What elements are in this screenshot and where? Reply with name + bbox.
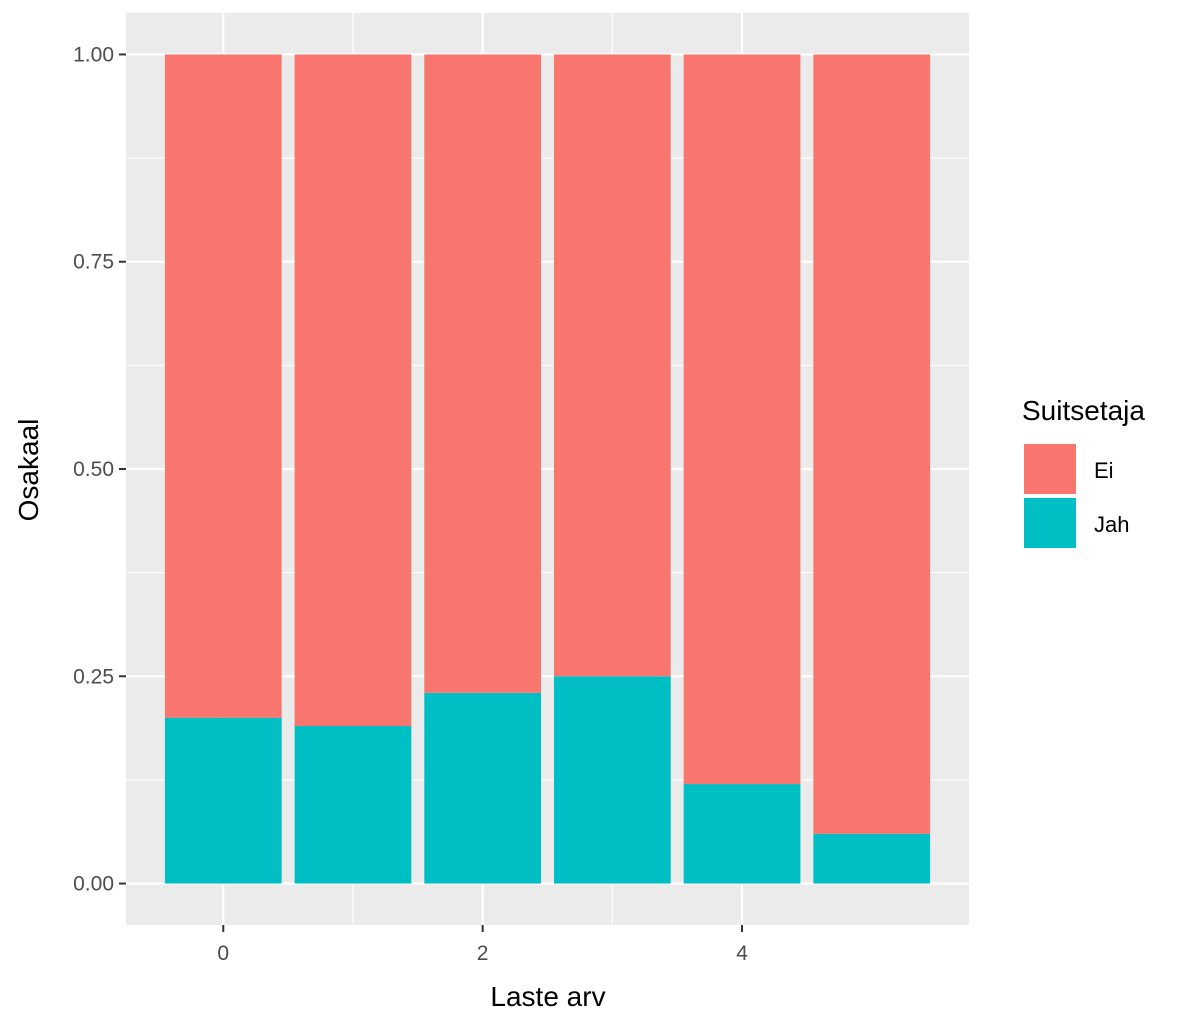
x-axis-title: Laste arv: [490, 981, 605, 1012]
y-tick-label: 0.50: [73, 458, 114, 481]
y-tick-label: 0.00: [73, 873, 114, 896]
x-tick-label: 4: [736, 942, 748, 965]
bar-ei-1: [294, 54, 412, 727]
bar-jah-2: [424, 692, 542, 884]
bar-ei-2: [424, 54, 542, 693]
bar-jah-5: [813, 833, 931, 884]
bar-ei-4: [683, 54, 801, 785]
x-tick-label: 0: [217, 942, 229, 965]
x-tick-label: 2: [477, 942, 489, 965]
y-tick-label: 0.75: [73, 251, 114, 274]
bars: [164, 54, 931, 884]
legend-label-jah: Jah: [1094, 512, 1129, 537]
legend-key-ei: [1024, 444, 1076, 494]
legend-label-ei: Ei: [1094, 458, 1114, 483]
bar-ei-5: [813, 54, 931, 834]
y-tick-label: 1.00: [73, 43, 114, 66]
bar-jah-1: [294, 726, 412, 884]
legend-entries: Ei Jah: [1024, 444, 1129, 548]
bar-ei-3: [553, 54, 671, 677]
legend: Suitsetaja Ei Jah: [1022, 395, 1145, 548]
bar-jah-0: [164, 717, 282, 884]
axes: 0.00 0.25 0.50 0.75 1.00 0 2 4: [73, 43, 748, 965]
y-tick-label: 0.25: [73, 665, 114, 688]
bar-jah-4: [683, 784, 801, 884]
bar-jah-3: [553, 676, 671, 884]
bar-ei-0: [164, 54, 282, 718]
legend-key-jah: [1024, 498, 1076, 548]
legend-title: Suitsetaja: [1022, 395, 1145, 426]
y-axis-title: Osakaal: [13, 419, 44, 522]
